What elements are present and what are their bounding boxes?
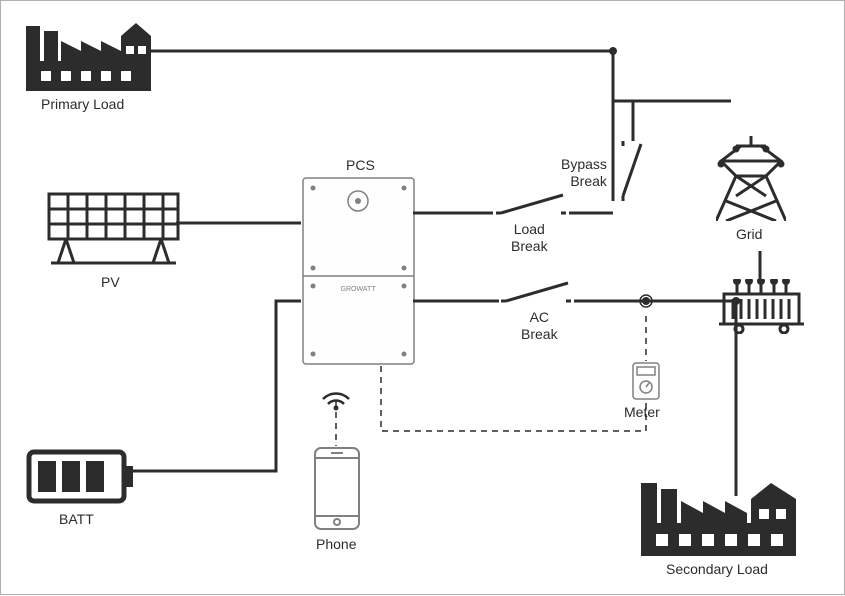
transformer-icon bbox=[719, 279, 804, 334]
pcs-label: PCS bbox=[346, 157, 375, 173]
load-break-label: Load Break bbox=[511, 221, 548, 255]
meter-icon bbox=[631, 361, 661, 401]
bypass-break-label: Bypass Break bbox=[561, 156, 607, 190]
svg-text:GROWATT: GROWATT bbox=[341, 286, 377, 293]
ac-break-label: AC Break bbox=[521, 309, 558, 343]
secondary-load-icon bbox=[641, 471, 796, 556]
wifi-icon bbox=[321, 386, 351, 411]
phone-label: Phone bbox=[316, 536, 356, 552]
battery-icon bbox=[26, 449, 136, 504]
diagram-container: GROWATT bbox=[0, 0, 845, 595]
pv-label: PV bbox=[101, 274, 120, 290]
pcs-icon: GROWATT bbox=[301, 176, 416, 366]
meter-label: Meter bbox=[624, 404, 660, 420]
batt-label: BATT bbox=[59, 511, 94, 527]
pv-icon bbox=[46, 191, 181, 266]
primary-load-icon bbox=[26, 11, 151, 91]
grid-icon bbox=[716, 136, 786, 221]
secondary-load-label: Secondary Load bbox=[666, 561, 768, 577]
phone-icon bbox=[313, 446, 361, 531]
primary-load-label: Primary Load bbox=[41, 96, 124, 112]
grid-label: Grid bbox=[736, 226, 762, 242]
